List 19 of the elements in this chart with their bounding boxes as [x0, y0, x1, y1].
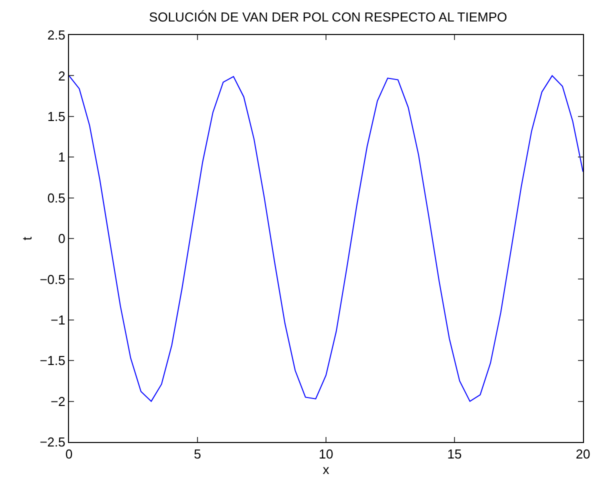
chart-title: SOLUCIÓN DE VAN DER POL CON RESPECTO AL TIEMPO	[149, 9, 508, 24]
x-tick-label: 10	[318, 446, 334, 462]
y-tick-label: −2.5	[40, 434, 66, 450]
y-tick-label: 1.5	[47, 108, 66, 124]
y-tick-label: 2.5	[47, 28, 66, 43]
line-series	[69, 75, 583, 402]
y-tick-label: −2	[50, 394, 66, 409]
y-tick-label: 2	[58, 68, 66, 84]
y-tick-label: −1.5	[40, 353, 66, 368]
y-tick-label: 0	[58, 231, 66, 246]
y-tick-label: −0.5	[40, 272, 66, 287]
x-axis-title: x	[322, 462, 330, 478]
x-tick-label: 15	[447, 446, 462, 462]
x-tick-label: 20	[576, 446, 590, 462]
y-tick-label: 0.5	[47, 190, 66, 206]
y-tick-label: −1	[50, 312, 66, 328]
x-tick-label: 5	[194, 446, 202, 462]
y-axis-title: t	[20, 236, 35, 240]
y-tick-label: 1	[58, 150, 66, 165]
